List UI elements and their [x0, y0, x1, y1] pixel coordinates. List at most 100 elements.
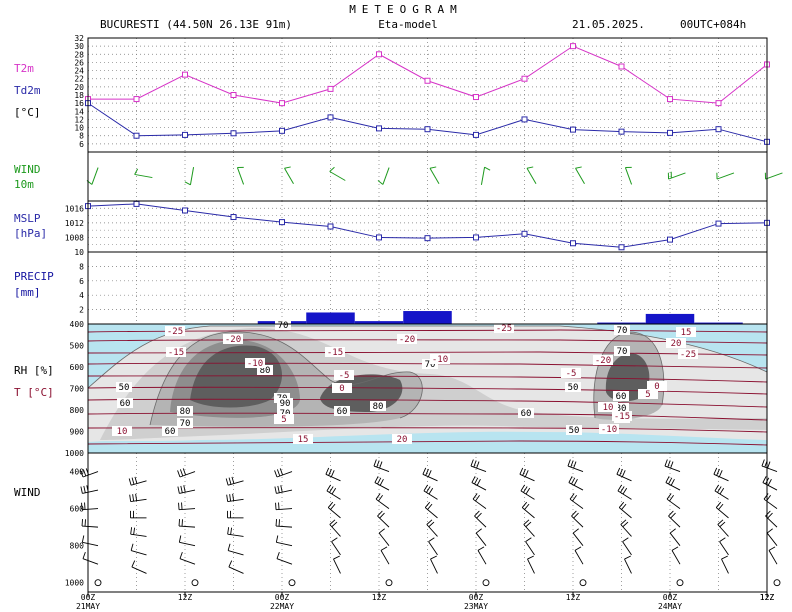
upper-wind-feather [666, 493, 672, 500]
upper-wind-barb [131, 566, 147, 574]
upper-wind-feather [523, 486, 528, 493]
isotherm-label-bg [494, 323, 514, 333]
isotherm-label-text: -15 [614, 412, 630, 422]
upper-wind-feather [571, 477, 576, 485]
point-td2m [715, 126, 722, 133]
temp-tick-label: 30 [74, 42, 84, 51]
upper-wind-barb [768, 550, 778, 565]
isotherm-label: 20 [392, 434, 412, 445]
upper-wind-barb [375, 498, 390, 509]
mslp-tick-label: 1008 [65, 233, 84, 242]
upper-wind-barb [276, 558, 293, 565]
upper-wind-barb [477, 550, 487, 565]
isotherm-label-text: 20 [671, 339, 682, 349]
wind-barb-feather [526, 166, 534, 169]
upper-wind-barb [82, 471, 99, 478]
isotherm-label: 15 [293, 434, 313, 445]
wind-barb-feather [134, 168, 139, 175]
upper-wind-feather [375, 493, 381, 500]
upper-wind-feather [763, 493, 769, 500]
wind-barb [716, 172, 735, 180]
point-mslp [424, 235, 431, 242]
wind-profile-tick-label: 800 [70, 542, 85, 551]
temp-tick-label: 16 [74, 99, 84, 108]
upper-wind-barb [471, 482, 487, 491]
wind-barb [236, 167, 245, 185]
upper-wind-barb [179, 525, 196, 528]
isotherm-label-text: 0 [339, 384, 344, 394]
upper-wind-feather [667, 460, 671, 468]
rh-label-bg [257, 365, 273, 375]
precip-tick-label: 6 [79, 277, 84, 286]
upper-wind-feather [378, 528, 385, 534]
upper-wind-feather [379, 512, 385, 519]
isotherm-label-bg [325, 347, 345, 357]
upper-wind-feather [331, 487, 337, 495]
rh-label-bg [275, 320, 291, 330]
point-t2m [618, 63, 625, 70]
precip-tick-label: 8 [79, 262, 84, 271]
upper-wind-feather [474, 510, 480, 517]
upper-wind-feather [766, 528, 773, 534]
upper-wind-feather [325, 467, 330, 475]
mslp-panel: 1008 1012 1016 [65, 200, 770, 251]
upper-wind-feather [622, 537, 629, 543]
upper-wind-feather [765, 510, 771, 517]
upper-wind-feather [130, 527, 133, 535]
point-mslp [376, 234, 382, 241]
rh-label-bg [614, 325, 630, 335]
upper-wind-feather [183, 485, 186, 493]
upper-wind-feather [573, 512, 579, 519]
point-td2m [618, 128, 625, 135]
precip-bar [597, 322, 646, 324]
upper-wind-barb [624, 558, 632, 574]
upper-wind-barb [620, 524, 632, 537]
upper-wind-barb [327, 507, 341, 519]
upper-wind-barb [82, 541, 99, 547]
isotherm-label-bg [392, 434, 412, 444]
calm-wind-marker [579, 579, 587, 587]
isotherm-label-bg [593, 355, 613, 365]
upper-wind-feather [573, 478, 578, 486]
point-t2m [376, 51, 382, 58]
isotherm-label-bg [274, 414, 294, 424]
point-t2m [424, 77, 431, 84]
upper-wind-barb [227, 533, 244, 537]
upper-wind-feather [378, 495, 383, 502]
isotherm-label-text: -20 [595, 356, 611, 366]
upper-wind-feather [225, 478, 229, 486]
wind-barb-feather [484, 166, 491, 171]
pressure-tick-label: 400 [70, 320, 85, 329]
isotherm-label-bg [223, 334, 243, 344]
upper-wind-feather [230, 527, 233, 535]
pressure-tick-label: 1000 [65, 449, 84, 458]
isotherm-label: -25 [678, 349, 698, 360]
upper-wind-feather [131, 560, 136, 568]
upper-wind-barb [82, 525, 99, 528]
isotherm-label: 5 [638, 389, 658, 400]
temp-unit-label: [°C] [14, 106, 41, 119]
rh-label-text: 50 [569, 426, 580, 436]
point-td2m [521, 116, 528, 123]
isotherm-label: 10 [598, 402, 618, 413]
upper-wind-feather [713, 467, 718, 475]
calm-wind-marker [482, 579, 490, 587]
rh-label-bg [614, 346, 630, 356]
wind-profile-frame [87, 452, 768, 593]
upper-wind-feather [476, 461, 480, 469]
point-mslp [182, 207, 188, 214]
upper-wind-feather [768, 546, 776, 551]
rh-contour-label: 50 [116, 382, 132, 393]
upper-wind-barb [766, 532, 778, 546]
upper-wind-feather [128, 478, 132, 486]
wind-barb-feather [429, 166, 437, 169]
rh-label-text: 80 [373, 402, 384, 412]
upper-wind-feather [574, 546, 582, 551]
isotherm-label-bg [647, 381, 667, 391]
upper-wind-barb [521, 507, 535, 519]
upper-wind-barb [665, 482, 681, 491]
rh-label-text: 70 [617, 347, 628, 357]
upper-wind-feather [664, 459, 668, 467]
rh-label-text: 80 [180, 407, 191, 417]
